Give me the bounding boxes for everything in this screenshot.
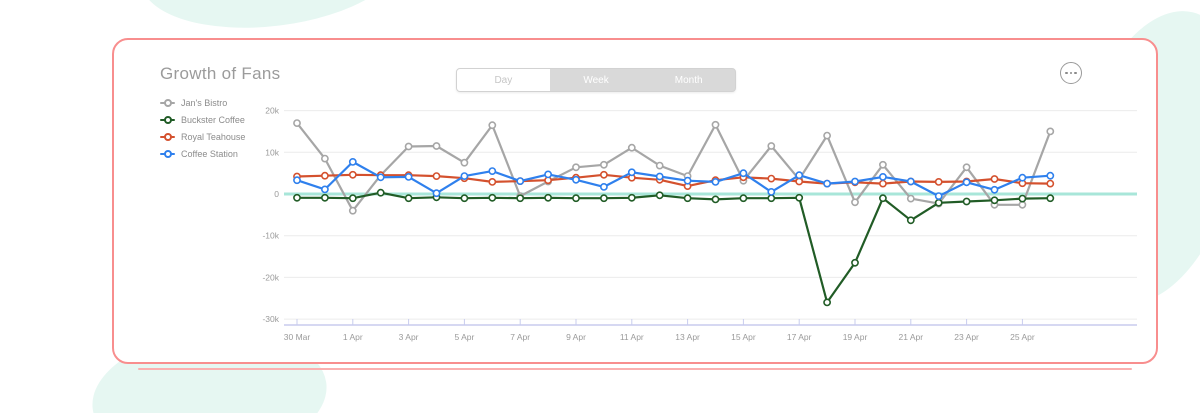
chart-legend: Jan's Bistro Buckster Coffee Royal Teahous… <box>160 98 245 159</box>
svg-text:21 Apr: 21 Apr <box>899 332 924 342</box>
svg-text:23 Apr: 23 Apr <box>954 332 979 342</box>
svg-text:15 Apr: 15 Apr <box>731 332 756 342</box>
svg-text:5 Apr: 5 Apr <box>454 332 474 342</box>
svg-text:-10k: -10k <box>262 231 279 241</box>
series-marker-icon <box>160 116 175 125</box>
svg-text:7 Apr: 7 Apr <box>510 332 530 342</box>
svg-text:9 Apr: 9 Apr <box>566 332 586 342</box>
legend-label: Coffee Station <box>181 149 238 159</box>
legend-item-jan-s-bistro[interactable]: Jan's Bistro <box>160 98 245 108</box>
tab-month[interactable]: Month <box>674 74 703 86</box>
svg-text:11 Apr: 11 Apr <box>620 332 644 342</box>
svg-text:3 Apr: 3 Apr <box>399 332 419 342</box>
svg-text:13 Apr: 13 Apr <box>675 332 700 342</box>
fans-line-chart: 20k 10k 0 -10k -20k -30k 30 Mar 1 Apr 3 Apr 5 Apr… <box>262 106 1137 342</box>
chart-title: Growth of Fans <box>160 64 281 83</box>
series-marker-icon <box>160 133 175 142</box>
tab-day[interactable]: Day <box>457 69 550 91</box>
legend-item-coffee-station[interactable]: Coffee Station <box>160 149 245 159</box>
legend-label: Jan's Bistro <box>181 98 228 108</box>
decorative-blob-top-left <box>133 0 412 42</box>
tab-week[interactable]: Week <box>583 74 609 86</box>
svg-text:17 Apr: 17 Apr <box>787 332 812 342</box>
ellipsis-menu-icon[interactable] <box>1060 62 1082 84</box>
legend-item-buckster-coffee[interactable]: Buckster Coffee <box>160 115 245 125</box>
svg-text:-30k: -30k <box>262 314 279 324</box>
legend-label: Royal Teahouse <box>181 132 246 142</box>
legend-item-royal-teahouse[interactable]: Royal Teahouse <box>160 132 245 142</box>
sketch-border-underline <box>138 368 1132 370</box>
series-marker-icon <box>160 150 175 159</box>
svg-text:30 Mar: 30 Mar <box>284 332 311 342</box>
series-marker-icon <box>160 99 175 108</box>
svg-text:0: 0 <box>274 189 279 199</box>
svg-text:19 Apr: 19 Apr <box>843 332 868 342</box>
svg-text:20k: 20k <box>265 106 279 116</box>
svg-text:-20k: -20k <box>262 272 279 282</box>
period-tabs: Day Week Month <box>456 68 736 92</box>
growth-of-fans-card: Growth of Fans Day Week Month Jan's Bist… <box>112 38 1158 370</box>
svg-text:10k: 10k <box>265 147 279 157</box>
svg-text:1 Apr: 1 Apr <box>343 332 363 342</box>
legend-label: Buckster Coffee <box>181 115 245 125</box>
svg-text:25 Apr: 25 Apr <box>1010 332 1035 342</box>
